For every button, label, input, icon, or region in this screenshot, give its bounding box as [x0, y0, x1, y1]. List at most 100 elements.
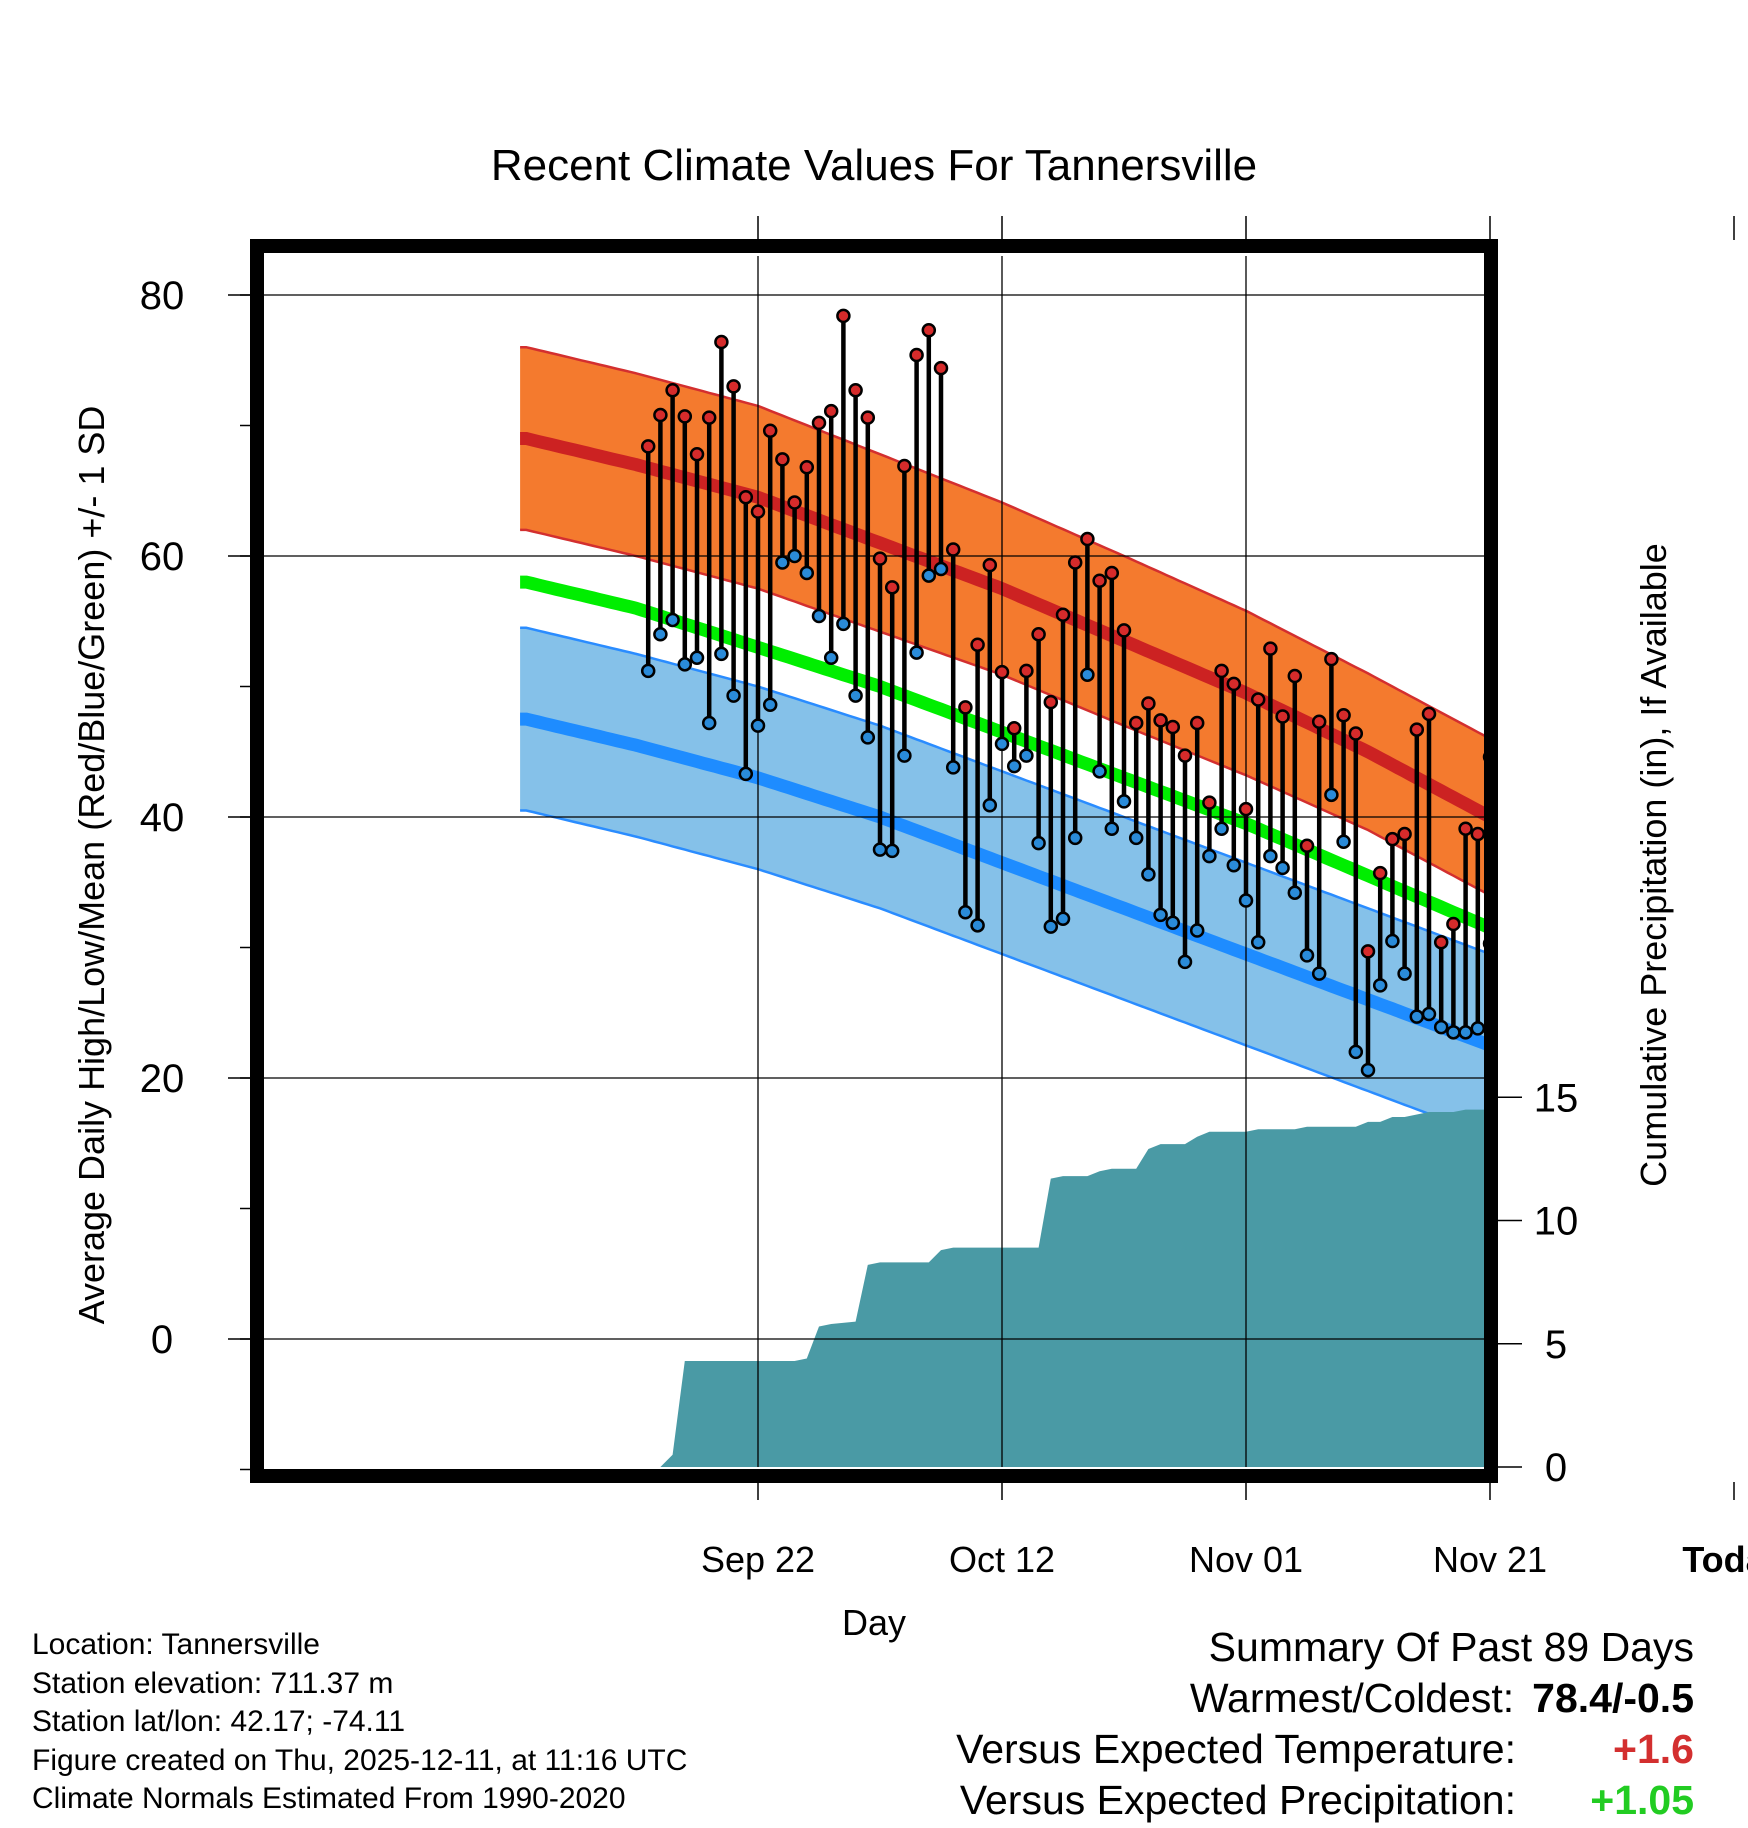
daily-high-point: [982, 557, 998, 573]
daily-high-point: [775, 452, 790, 467]
y-tick-label: 20: [140, 1057, 185, 1101]
cumulative-precip-area: [520, 1109, 1484, 1467]
daily-high-point: [1606, 942, 1618, 954]
daily-high-point: [726, 379, 741, 394]
daily-high-point: [1533, 729, 1545, 741]
daily-low-point: [1189, 923, 1205, 938]
daily-low-point: [1594, 1033, 1606, 1045]
daily-high-point: [1299, 838, 1315, 853]
daily-low-point: [1618, 1052, 1630, 1064]
daily-low-point: [799, 565, 815, 581]
daily-high-point: [823, 403, 839, 419]
daily-high-point: [787, 495, 802, 510]
daily-low-point: [1533, 845, 1545, 857]
daily-low-point: [1043, 919, 1059, 934]
daily-low-point: [1165, 915, 1181, 930]
daily-high-point: [1263, 641, 1278, 656]
daily-low-point: [1716, 1030, 1728, 1042]
daily-high-point: [884, 580, 900, 595]
daily-low-point: [653, 627, 668, 642]
daily-low-point: [640, 663, 656, 679]
y-axis-label: Average Daily High/Low/Mean (Red/Blue/Gr…: [71, 406, 112, 1325]
daily-low-point: [1508, 1012, 1520, 1024]
daily-low-point: [970, 918, 985, 933]
daily-low-point: [689, 650, 705, 666]
daily-low-point: [1569, 1004, 1581, 1016]
daily-low-point: [787, 548, 802, 564]
plot-frame: [250, 239, 1498, 1483]
daily-low-point: [1470, 1021, 1484, 1036]
daily-high-point: [1080, 531, 1095, 547]
y-tick-label: 60: [140, 535, 185, 579]
daily-high-point: [1470, 826, 1484, 842]
daily-low-point: [1397, 966, 1412, 981]
daily-high-point: [1324, 651, 1339, 667]
temp-departure-label: Versus Expected Temperature:: [956, 1726, 1516, 1772]
daily-high-point: [958, 700, 973, 715]
latlon-text: Station lat/lon: 42.17; -74.11: [32, 1705, 406, 1738]
daily-low-point: [1582, 1054, 1594, 1066]
daily-high-point: [1372, 865, 1388, 881]
daily-low-point: [958, 905, 973, 920]
daily-low-point: [1521, 935, 1533, 947]
daily-low-point: [665, 612, 680, 628]
daily-high-point: [762, 423, 778, 438]
daily-low-point: [1080, 667, 1095, 683]
daily-high-point: [1043, 694, 1059, 710]
daily-low-point: [1545, 876, 1557, 888]
daily-high-point: [1569, 942, 1581, 954]
daily-low-point: [701, 715, 717, 731]
daily-low-point: [1019, 748, 1034, 763]
daily-high-point: [1409, 722, 1425, 737]
daily-high-point: [945, 542, 961, 557]
summary-extremes-row: Warmest/Coldest: 78.4/-0.5: [956, 1673, 1694, 1724]
daily-low-point: [762, 697, 778, 713]
daily-high-point: [1545, 566, 1557, 578]
daily-high-point: [1031, 627, 1046, 642]
daily-low-point: [1116, 794, 1132, 809]
daily-low-point: [872, 842, 888, 857]
daily-low-point: [775, 555, 790, 570]
daily-high-point: [1704, 1030, 1716, 1042]
daily-high-point: [1618, 942, 1630, 954]
daily-low-point: [1606, 1116, 1618, 1128]
daily-high-point: [921, 322, 937, 338]
daily-high-point: [970, 637, 985, 652]
daily-high-point: [1177, 748, 1193, 763]
daily-high-point: [701, 410, 717, 425]
warmest-coldest-value: 78.4/-0.5: [1532, 1675, 1694, 1721]
low-lower-edge: [520, 809, 1484, 1136]
daily-low-point: [836, 616, 851, 632]
daily-low-point: [884, 843, 900, 859]
daily-low-point: [1336, 834, 1351, 850]
daily-low-point: [1446, 1025, 1461, 1040]
daily-low-point: [1226, 858, 1242, 873]
daily-high-point: [848, 383, 863, 398]
daily-low-point: [1031, 835, 1046, 851]
elevation-text: Station elevation: 711.37 m: [32, 1666, 394, 1700]
y-tick-label: 0: [151, 1318, 173, 1362]
x-tick-label: Nov 01: [1189, 1539, 1303, 1580]
daily-high-point: [1116, 623, 1132, 638]
x-tick-label: Sep 22: [701, 1539, 815, 1580]
daily-high-point: [1141, 696, 1156, 711]
daily-low-point: [921, 568, 937, 583]
summary-title: Summary Of Past 89 Days: [1208, 1624, 1694, 1670]
daily-low-point: [994, 736, 1010, 752]
daily-high-point: [714, 334, 729, 350]
daily-high-point: [738, 490, 754, 505]
low-upper-edge: [520, 626, 1484, 954]
x-tick-label: Nov 21: [1433, 1539, 1547, 1580]
normals-text: Climate Normals Estimated From 1990-2020: [32, 1782, 626, 1815]
daily-high-point: [1594, 872, 1606, 884]
daily-high-point: [1385, 831, 1400, 847]
daily-low-point: [1348, 1044, 1364, 1060]
temp-departure-value: +1.6: [1613, 1726, 1694, 1772]
daily-high-point: [1067, 555, 1083, 570]
daily-high-point: [1104, 565, 1120, 581]
daily-high-point: [689, 446, 705, 462]
y2-tick-label: 5: [1545, 1323, 1567, 1367]
daily-high-point: [811, 415, 827, 431]
x-tick-label: Today: [1682, 1539, 1748, 1580]
daily-low-point: [1557, 974, 1569, 986]
